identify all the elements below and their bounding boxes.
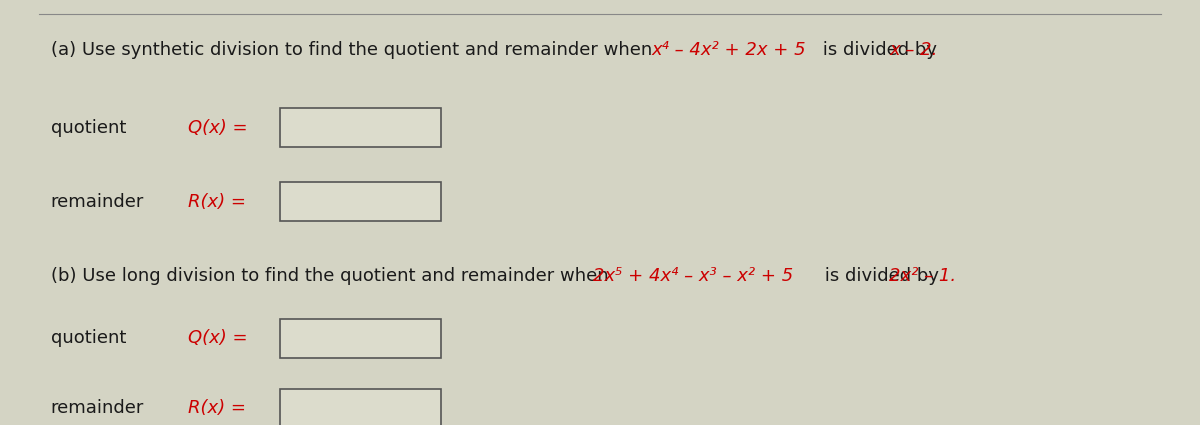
Text: (b) Use long division to find the quotient and remainder when: (b) Use long division to find the quotie… bbox=[50, 267, 614, 285]
Text: 2x⁵ + 4x⁴ – x³ – x² + 5: 2x⁵ + 4x⁴ – x³ – x² + 5 bbox=[593, 267, 793, 285]
FancyBboxPatch shape bbox=[280, 182, 442, 221]
FancyBboxPatch shape bbox=[280, 108, 442, 147]
Text: quotient: quotient bbox=[50, 329, 126, 347]
Text: Q(x) =: Q(x) = bbox=[188, 119, 247, 136]
Text: R(x) =: R(x) = bbox=[188, 193, 246, 211]
Text: x – 2.: x – 2. bbox=[889, 40, 937, 59]
Text: remainder: remainder bbox=[50, 400, 144, 417]
Text: x⁴ – 4x² + 2x + 5: x⁴ – 4x² + 2x + 5 bbox=[652, 40, 806, 59]
Text: is divided by: is divided by bbox=[818, 267, 944, 285]
FancyBboxPatch shape bbox=[280, 319, 442, 358]
FancyBboxPatch shape bbox=[280, 389, 442, 425]
Text: Q(x) =: Q(x) = bbox=[188, 329, 247, 347]
Text: 2x² – 1.: 2x² – 1. bbox=[889, 267, 956, 285]
Text: quotient: quotient bbox=[50, 119, 126, 136]
Text: R(x) =: R(x) = bbox=[188, 400, 246, 417]
Text: is divided by: is divided by bbox=[817, 40, 943, 59]
Text: (a) Use synthetic division to find the quotient and remainder when: (a) Use synthetic division to find the q… bbox=[50, 40, 658, 59]
Text: remainder: remainder bbox=[50, 193, 144, 211]
